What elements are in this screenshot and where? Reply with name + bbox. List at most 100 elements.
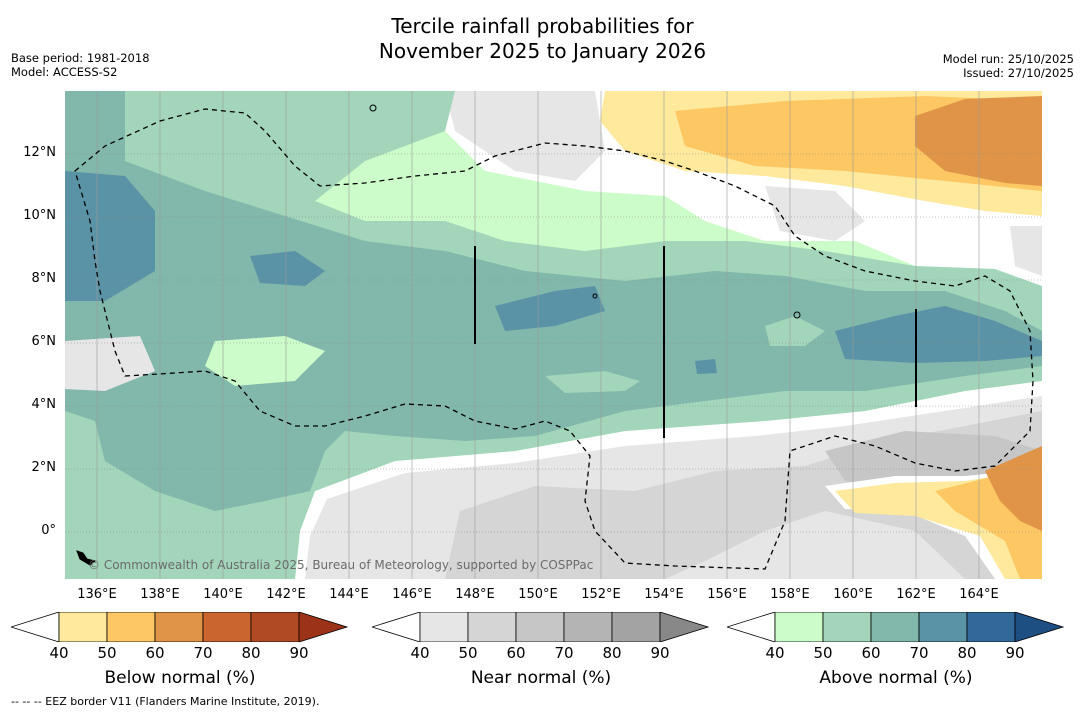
model-name: Model: ACCESS-S2	[11, 65, 118, 79]
tick-60: 60	[145, 644, 165, 662]
model-run: Model run: 25/10/2025	[942, 52, 1074, 66]
region-below-60	[915, 96, 1042, 186]
marker-lines	[474, 246, 917, 438]
lon-label-148e: 148°E	[455, 587, 495, 602]
map-canvas	[65, 91, 1042, 579]
region-above-70-mid	[495, 286, 605, 331]
lat-label-10n: 10°N	[23, 208, 56, 223]
tick-40: 40	[765, 644, 785, 662]
probability-map	[65, 91, 1042, 579]
lon-label-154e: 154°E	[644, 587, 684, 602]
colorbar-near	[370, 611, 710, 643]
tick-50: 50	[97, 644, 117, 662]
region-above-70-east	[835, 306, 1042, 363]
below-swatch-0	[9, 611, 60, 643]
tick-40: 40	[49, 644, 69, 662]
colorbar-near-svg	[370, 611, 710, 643]
below-swatch-3	[154, 611, 204, 643]
lon-label-152e: 152°E	[581, 587, 621, 602]
eez-border	[74, 108, 1034, 570]
lon-label-140e: 140°E	[203, 587, 243, 602]
near-swatch-0	[370, 611, 421, 643]
lon-label-136e: 136°E	[77, 587, 117, 602]
above-swatch-5	[966, 611, 1016, 643]
region-below-se-60	[985, 446, 1042, 531]
region-above-50-patch	[545, 371, 640, 393]
lat-label-4n: 4°N	[31, 397, 57, 412]
colorbar-above-svg	[725, 611, 1065, 643]
near-swatch-2	[467, 611, 517, 643]
near-swatch-1	[419, 611, 469, 643]
tick-80: 80	[602, 644, 622, 662]
colorbar-below	[9, 611, 349, 643]
tick-70: 70	[193, 644, 213, 662]
lat-label-8n: 8°N	[31, 271, 57, 286]
region-near-ne	[445, 91, 605, 181]
tick-70: 70	[554, 644, 574, 662]
region-above-40-patch	[205, 336, 325, 386]
tick-90: 90	[650, 644, 670, 662]
region-near-west	[65, 336, 155, 391]
region-above-50-patch-2	[765, 316, 825, 346]
lon-label-158e: 158°E	[770, 587, 810, 602]
near-swatch-5	[611, 611, 661, 643]
issued-date: Issued: 27/10/2025	[963, 66, 1074, 80]
tick-50: 50	[458, 644, 478, 662]
above-swatch-3	[870, 611, 920, 643]
above-swatch-4	[918, 611, 968, 643]
tick-60: 60	[861, 644, 881, 662]
near-swatch-6	[659, 611, 710, 643]
lat-label-0: 0°	[41, 523, 56, 538]
title-line-1: Tercile rainfall probabilities for	[391, 14, 694, 38]
title-line-2: November 2025 to January 2026	[378, 39, 707, 63]
above-swatch-0	[725, 611, 776, 643]
lon-label-150e: 150°E	[518, 587, 558, 602]
lon-label-144e: 144°E	[329, 587, 369, 602]
lon-label-162e: 162°E	[896, 587, 936, 602]
copyright-notice: © Commonwealth of Australia 2025, Bureau…	[88, 558, 594, 572]
lat-label-2n: 2°N	[31, 460, 57, 475]
lat-label-12n: 12°N	[23, 145, 56, 160]
colorbar-below-label: Below normal (%)	[104, 668, 256, 688]
tick-90: 90	[289, 644, 309, 662]
map-title: Tercile rainfall probabilities for Novem…	[0, 14, 1085, 64]
near-swatch-4	[563, 611, 613, 643]
graticule-latitude	[65, 153, 1042, 533]
region-above-70-west	[65, 171, 155, 301]
below-swatch-1	[58, 611, 108, 643]
above-swatch-2	[822, 611, 872, 643]
colorbar-below-svg	[9, 611, 349, 643]
base-period: Base period: 1981-2018	[11, 51, 150, 65]
lon-label-142e: 142°E	[266, 587, 306, 602]
above-swatch-1	[774, 611, 824, 643]
meta-left: Base period: 1981-2018 Model: ACCESS-S2	[11, 51, 150, 79]
below-swatch-2	[106, 611, 156, 643]
tick-40: 40	[410, 644, 430, 662]
below-swatch-6	[298, 611, 349, 643]
graticule-longitude	[96, 91, 980, 579]
lon-label-164e: 164°E	[959, 587, 999, 602]
colorbar-near-label: Near normal (%)	[470, 668, 612, 688]
tick-80: 80	[241, 644, 261, 662]
eez-footnote: -- -- -- EEZ border V11 (Flanders Marine…	[11, 695, 320, 708]
below-swatch-4	[202, 611, 252, 643]
colorbar-above	[725, 611, 1065, 643]
islands	[76, 104, 801, 566]
meta-right: Model run: 25/10/2025 Issued: 27/10/2025	[943, 52, 1074, 80]
colorbar-above-label: Above normal (%)	[819, 668, 973, 688]
region-near-far-east	[1010, 226, 1042, 276]
lat-label-6n: 6°N	[31, 334, 57, 349]
region-above-70-central	[250, 251, 325, 286]
below-swatch-5	[250, 611, 300, 643]
lon-label-160e: 160°E	[833, 587, 873, 602]
tick-80: 80	[957, 644, 977, 662]
tick-90: 90	[1005, 644, 1025, 662]
above-swatch-6	[1014, 611, 1065, 643]
tick-50: 50	[813, 644, 833, 662]
tick-70: 70	[909, 644, 929, 662]
region-above-70-spot	[695, 359, 717, 374]
lon-label-156e: 156°E	[707, 587, 747, 602]
lon-label-146e: 146°E	[392, 587, 432, 602]
near-swatch-3	[515, 611, 565, 643]
tick-60: 60	[506, 644, 526, 662]
